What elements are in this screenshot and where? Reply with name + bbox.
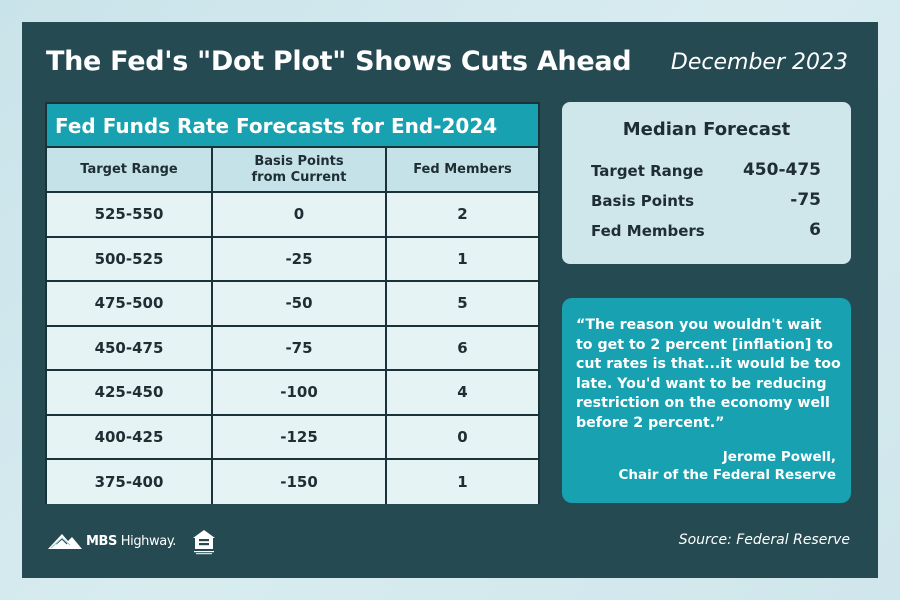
cell-basis-points: -50: [211, 280, 387, 327]
forecast-table-panel: Fed Funds Rate Forecasts for End-2024 Ta…: [45, 102, 540, 504]
cell-basis-points: -100: [211, 369, 387, 416]
header-fed-members: Fed Members: [385, 148, 538, 193]
median-fed-members-row: Fed Members 6: [591, 220, 821, 240]
cell-target-range: 500-525: [47, 235, 213, 282]
logo-text: MBS Highway.: [86, 534, 176, 549]
median-title: Median Forecast: [622, 119, 791, 140]
table-row: 425-450 -100 4: [47, 369, 538, 416]
forecast-table: Target Range Basis Points from Current F…: [47, 148, 538, 504]
logo-text-bold: MBS: [86, 533, 118, 549]
date-label: December 2023: [670, 50, 848, 75]
quote-panel: “The reason you wouldn't wait to get to …: [562, 298, 851, 503]
cell-target-range: 525-550: [47, 191, 213, 238]
median-target-range-value: 450-475: [742, 160, 821, 180]
table-row: 375-400 -150 1: [47, 458, 538, 504]
median-forecast-panel: Median Forecast Target Range 450-475 Bas…: [562, 102, 851, 264]
header-basis-points-line1: Basis Points: [254, 153, 344, 169]
median-target-range-row: Target Range 450-475: [591, 160, 821, 180]
quote-text: “The reason you wouldn't wait to get to …: [576, 317, 841, 431]
cell-target-range: 475-500: [47, 280, 213, 327]
table-row: 450-475 -75 6: [47, 324, 538, 371]
table-row: 475-500 -50 5: [47, 280, 538, 327]
median-fed-members-value: 6: [809, 220, 821, 240]
header-basis-points: Basis Points from Current: [211, 148, 387, 193]
equal-housing-opportunity-icon: [193, 530, 215, 555]
cell-fed-members: 1: [385, 235, 538, 282]
cell-target-range: 400-425: [47, 413, 213, 460]
page-title: The Fed's "Dot Plot" Shows Cuts Ahead: [46, 46, 632, 77]
cell-fed-members: 5: [385, 280, 538, 327]
mbs-highway-logo: MBS Highway.: [48, 528, 176, 554]
table-row: 400-425 -125 0: [47, 413, 538, 460]
quote-author-title: Chair of the Federal Reserve: [618, 467, 836, 483]
median-target-range-label: Target Range: [591, 162, 704, 180]
cell-fed-members: 4: [385, 369, 538, 416]
mountain-icon: [48, 534, 82, 549]
header-target-range: Target Range: [47, 148, 213, 193]
cell-fed-members: 1: [385, 458, 538, 504]
cell-fed-members: 2: [385, 191, 538, 238]
table-row: 525-550 0 2: [47, 191, 538, 238]
cell-target-range: 375-400: [47, 458, 213, 504]
cell-basis-points: -75: [211, 324, 387, 371]
quote-author: Jerome Powell,: [722, 449, 836, 465]
cell-fed-members: 0: [385, 413, 538, 460]
median-basis-points-row: Basis Points -75: [591, 190, 821, 210]
median-basis-points-label: Basis Points: [591, 192, 694, 210]
cell-target-range: 450-475: [47, 324, 213, 371]
cell-fed-members: 6: [385, 324, 538, 371]
header-basis-points-line2: from Current: [251, 169, 347, 185]
median-basis-points-value: -75: [790, 190, 821, 210]
source-note: Source: Federal Reserve: [678, 532, 850, 548]
median-fed-members-label: Fed Members: [591, 222, 705, 240]
logo-text-light: Highway.: [117, 533, 177, 549]
cell-basis-points: -150: [211, 458, 387, 504]
cell-basis-points: -25: [211, 235, 387, 282]
table-row: 500-525 -25 1: [47, 235, 538, 282]
cell-basis-points: 0: [211, 191, 387, 238]
table-header-row: Target Range Basis Points from Current F…: [47, 148, 538, 193]
cell-target-range: 425-450: [47, 369, 213, 416]
quote-attribution: Jerome Powell, Chair of the Federal Rese…: [619, 448, 836, 484]
table-title: Fed Funds Rate Forecasts for End-2024: [47, 104, 538, 148]
cell-basis-points: -125: [211, 413, 387, 460]
